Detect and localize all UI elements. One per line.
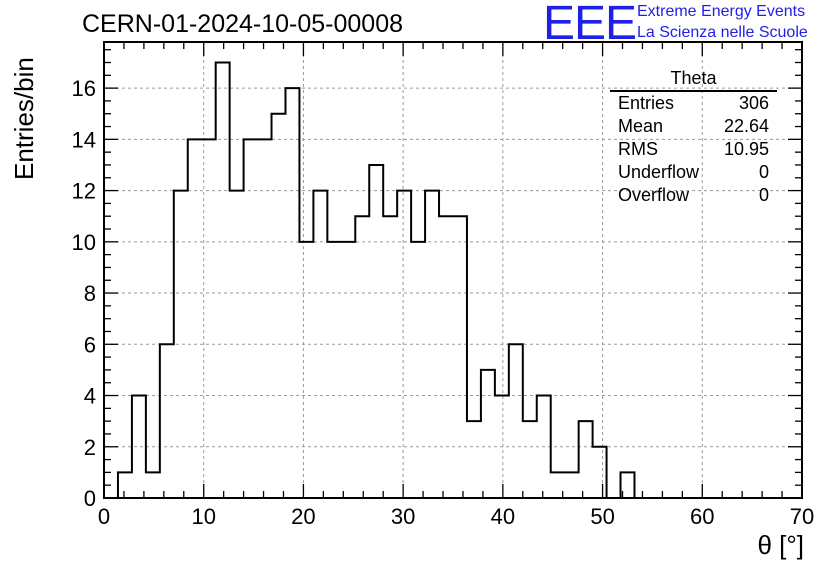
y-tick-label: 8 (84, 281, 96, 306)
y-tick-label: 10 (72, 230, 96, 255)
logo-subtitle-1: Extreme Energy Events (637, 3, 806, 20)
stats-label: RMS (618, 139, 658, 159)
stats-value: 306 (738, 93, 769, 113)
stats-row-overflow: Overflow 0 (610, 184, 777, 207)
x-tick-label: 30 (391, 504, 415, 529)
axis-ticks (103, 42, 803, 499)
y-tick-label: 16 (72, 76, 96, 101)
y-tick-label: 0 (84, 486, 96, 511)
grid-lines (104, 42, 802, 498)
y-tick-label: 12 (72, 179, 96, 204)
stats-row-rms: RMS 10.95 (610, 138, 777, 161)
stats-title: Theta (610, 68, 777, 92)
logo-subtitle-2: La Scienza nelle Scuole (637, 24, 808, 41)
histogram-outline (104, 61, 802, 499)
y-axis-label: Entries/bin (9, 57, 39, 180)
x-tick-label: 60 (690, 504, 714, 529)
stats-label: Underflow (618, 162, 700, 182)
x-tick-label: 50 (590, 504, 614, 529)
x-tick-label: 10 (191, 504, 215, 529)
x-tick-label: 40 (491, 504, 515, 529)
stats-value: 22.64 (723, 116, 769, 136)
stats-row-mean: Mean 22.64 (610, 115, 777, 138)
stats-value: 10.95 (723, 139, 769, 159)
stats-label: Mean (618, 116, 664, 136)
chart-title: CERN-01-2024-10-05-00008 (82, 10, 404, 38)
stats-value: 0 (758, 185, 769, 205)
stats-row-underflow: Underflow 0 (610, 161, 777, 184)
eee-logo: EEE (543, 0, 637, 50)
y-tick-label: 4 (84, 384, 96, 409)
x-tick-label: 20 (291, 504, 315, 529)
x-tick-label: 70 (790, 504, 814, 529)
stats-box: Theta Entries 306 Mean 22.64 RMS 10.95 U… (610, 68, 777, 207)
stats-label: Entries (618, 93, 675, 113)
stats-row-entries: Entries 306 (610, 92, 777, 115)
x-axis-label: θ [°] (757, 530, 804, 560)
y-tick-label: 14 (72, 127, 96, 152)
tick-labels: 0 10 20 30 40 50 60 70 0 2 4 6 8 10 12 14 16 (72, 76, 815, 529)
plot-frame (103, 41, 803, 499)
stats-value: 0 (758, 162, 769, 182)
x-tick-label: 0 (98, 504, 110, 529)
y-tick-label: 2 (84, 435, 96, 460)
stats-label: Overflow (618, 185, 690, 205)
y-tick-label: 6 (84, 332, 96, 357)
